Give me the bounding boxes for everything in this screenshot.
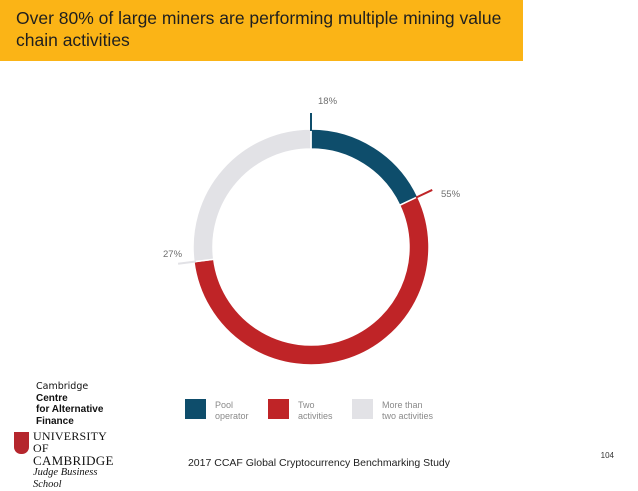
title-bar: Over 80% of large miners are performing … <box>0 0 523 61</box>
slice-pool-operator <box>310 128 419 207</box>
university-logo-line-1: UNIVERSITY OF <box>33 429 107 455</box>
slice-more-than-two <box>192 128 312 263</box>
university-logo: UNIVERSITY OF CAMBRIDGE Judge Business S… <box>14 429 124 490</box>
footer-text: 2017 CCAF Global Cryptocurrency Benchmar… <box>187 457 451 469</box>
leader-line-two-activities <box>415 189 433 199</box>
page-number: 104 <box>600 451 614 460</box>
ccaf-logo-line-4: Finance <box>36 415 74 427</box>
legend-label-pool-operator: operator <box>215 411 249 421</box>
university-logo-line-2: CAMBRIDGE <box>33 453 114 468</box>
ccaf-logo-line-2: Centre <box>36 392 68 404</box>
slice-two-activities <box>193 195 430 366</box>
ccaf-logo: Cambridge Centre for Alternative Finance <box>36 381 126 427</box>
ccaf-logo-line-3: for Alternative <box>36 404 104 415</box>
slide-title: Over 80% of large miners are performing … <box>16 8 502 50</box>
legend-swatch-pool-operator <box>185 399 206 419</box>
ccaf-logo-line-1: Cambridge <box>36 381 89 392</box>
data-label-pool-operator: 18% <box>318 96 338 107</box>
legend-label-more-than-two: More than <box>382 400 423 410</box>
legend-label-two-activities: Two <box>298 400 315 410</box>
legend-swatch-two-activities <box>268 399 289 419</box>
data-label-two-activities: 55% <box>441 189 461 200</box>
university-logo-line-3: Judge Business School <box>33 467 98 490</box>
legend-label-more-than-two: two activities <box>382 411 434 421</box>
leader-line-more-than-two <box>177 260 197 265</box>
legend-label-pool-operator: Pool <box>215 400 233 410</box>
crest-icon <box>14 432 29 454</box>
data-label-more-than-two: 27% <box>163 249 183 260</box>
legend-label-two-activities: activities <box>298 411 333 421</box>
legend-swatch-more-than-two <box>352 399 373 419</box>
